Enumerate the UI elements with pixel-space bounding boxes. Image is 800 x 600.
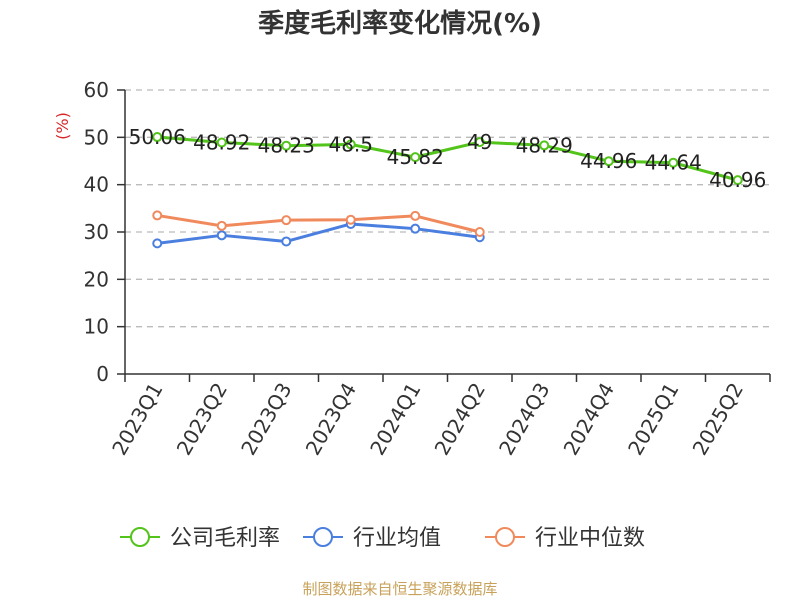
data-label: 48.5 [328,132,373,156]
data-point [345,139,356,150]
legend-label-0: 公司毛利率 [170,526,280,551]
legend: 公司毛利率 行业均值 行业中位数 [120,526,645,551]
legend-marker-2 [495,527,515,547]
series-line-0 [157,135,739,182]
y-tick-label: 20 [84,267,109,291]
data-point [152,238,163,249]
data-label: 48.92 [193,130,250,154]
data-label: 49 [467,130,492,154]
y-tick-label: 40 [84,173,109,197]
x-tick-label: 2025Q1 [623,379,683,460]
legend-label-1: 行业均值 [353,526,441,551]
data-point [603,156,614,167]
y-tick-label: 60 [84,78,109,102]
x-tick-label: 2024Q1 [365,379,425,460]
chart-title: 季度毛利率变化情况(%) [258,8,542,39]
series-line-1 [157,222,480,245]
data-point [281,140,292,151]
x-tick-label: 2023Q2 [172,379,232,460]
x-tick-label: 2024Q3 [494,379,554,460]
series-lines [152,132,743,249]
data-label: 50.06 [129,125,186,149]
x-tick-label: 2024Q4 [559,379,619,460]
y-tick-label: 50 [84,125,109,149]
data-label: 48.23 [258,134,315,158]
data-label: 40.96 [709,168,766,192]
data-point [732,175,743,186]
data-label: 48.29 [516,133,573,157]
data-point [474,227,485,237]
data-point [281,215,292,226]
source-note: 制图数据来自恒生聚源数据库 [302,580,497,598]
legend-marker-1 [313,527,333,547]
x-tick-label: 2023Q1 [107,379,167,460]
data-point [410,152,421,163]
y-tick-label: 10 [84,315,109,339]
y-axis-unit-label: (%) [53,112,72,140]
series-line-2 [157,213,481,234]
data-point [345,214,356,225]
y-tick-label: 30 [84,220,109,244]
data-point [474,137,485,148]
data-label: 44.64 [645,151,702,175]
grid-lines [125,89,770,328]
data-point [539,140,550,151]
data-point [216,137,227,148]
data-point [410,223,421,234]
data-point [281,236,292,247]
x-tick-label: 2023Q4 [301,379,361,460]
y-tick-label: 0 [96,362,109,386]
data-point [216,220,227,231]
x-tick-label: 2025Q2 [688,379,748,460]
legend-label-2: 行业中位数 [535,526,645,551]
data-point [668,157,679,168]
data-labels: 50.06 48.92 48.23 48.5 45.82 49 48.29 44.96 44.6… [129,125,767,192]
x-tick-label: 2024Q2 [430,379,490,460]
data-point [410,210,421,221]
data-label: 44.96 [580,149,637,173]
data-label: 45.82 [387,145,444,169]
x-tick-label: 2023Q3 [236,379,296,460]
data-point [216,230,227,241]
data-point [152,210,163,221]
legend-marker-0 [130,527,150,547]
data-point [152,132,163,143]
